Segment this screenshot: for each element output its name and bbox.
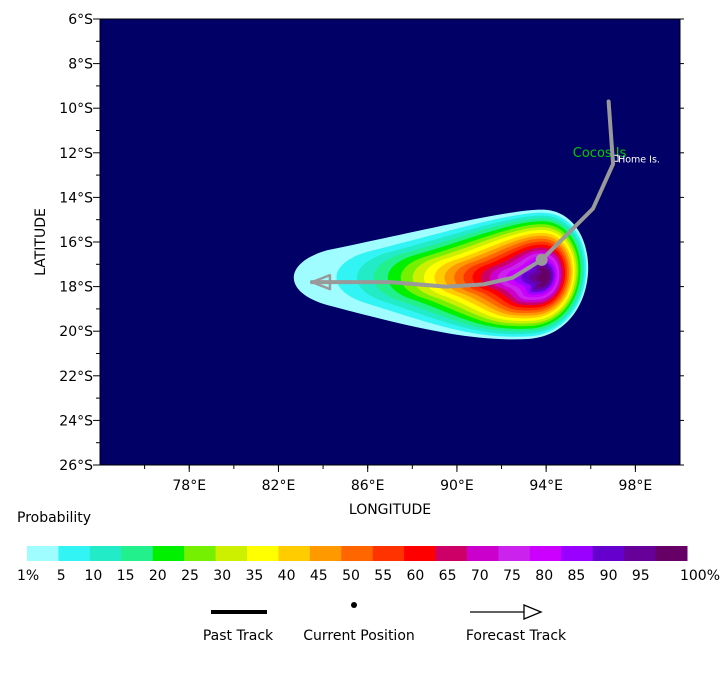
forecast-track-swatch	[470, 604, 543, 620]
colorbar-label: 70	[471, 568, 489, 584]
lat-tick-label: 12°S	[59, 146, 93, 162]
colorbar-label: 20	[149, 568, 167, 584]
current-position-label: Current Position	[303, 628, 415, 644]
current-position-marker	[535, 253, 548, 266]
colorbar-swatch	[58, 546, 91, 561]
colorbar-label: 45	[310, 568, 328, 584]
colorbar-swatch	[404, 546, 437, 561]
colorbar-label: 5	[57, 568, 66, 584]
colorbar-label: 80	[535, 568, 553, 584]
colorbar-swatch	[247, 546, 279, 561]
colorbar-label: 55	[374, 568, 392, 584]
colorbar-swatch	[498, 546, 531, 561]
track-arrowhead	[310, 273, 332, 291]
longitude-axis: 78°E 82°E 86°E 90°E 94°E 98°E	[144, 465, 653, 494]
colorbar-swatch	[624, 546, 657, 561]
colorbar-label: 90	[600, 568, 618, 584]
colorbar-swatch	[435, 546, 468, 561]
colorbar-swatch	[372, 546, 405, 561]
latitude-axis: 6°S 8°S 10°S 12°S 14°S 16°S 18°S 20°S 22°S 24°S 26…	[59, 12, 684, 474]
probability-swath	[293, 209, 589, 340]
colorbar-label: 85	[567, 568, 585, 584]
colorbar-swatch	[592, 546, 625, 561]
colorbar-swatch	[655, 546, 688, 561]
lat-tick-label: 16°S	[59, 235, 93, 251]
colorbar-label: 100%	[680, 568, 720, 584]
colorbar-label: 65	[439, 568, 457, 584]
colorbar-swatch	[121, 546, 154, 561]
lon-tick-label: 82°E	[262, 478, 296, 494]
colorbar-swatch	[215, 546, 248, 561]
probability-colorbar: 1% 5 10 15 20 25 30 35 40 45 50 55 60 65 70 75 80 85 90 95 1…	[17, 546, 720, 584]
colorbar-label: 10	[84, 568, 102, 584]
colorbar-swatch	[27, 546, 59, 561]
swath-band	[535, 267, 550, 287]
colorbar-label: 60	[406, 568, 424, 584]
current-position-swatch	[351, 602, 357, 608]
lon-tick-label: 94°E	[529, 478, 563, 494]
colorbar-label: 75	[503, 568, 521, 584]
colorbar-label: 50	[342, 568, 360, 584]
y-axis-label: LATITUDE	[33, 208, 49, 276]
lat-tick-label: 24°S	[59, 413, 93, 429]
lon-tick-label: 90°E	[440, 478, 474, 494]
colorbar-swatch	[467, 546, 499, 561]
colorbar-label: 30	[213, 568, 231, 584]
colorbar-swatch	[309, 546, 342, 561]
track-line	[309, 99, 616, 289]
lat-tick-label: 20°S	[59, 324, 93, 340]
lat-tick-label: 26°S	[59, 458, 93, 474]
lat-tick-label: 10°S	[59, 101, 93, 117]
lat-tick-label: 14°S	[59, 190, 93, 206]
lat-tick-label: 22°S	[59, 369, 93, 385]
forecast-track-label: Forecast Track	[466, 628, 567, 644]
lon-tick-label: 98°E	[619, 478, 653, 494]
lat-tick-label: 6°S	[68, 12, 93, 28]
lat-tick-label: 18°S	[59, 280, 93, 296]
legend: Past Track Current Position Forecast Tra…	[203, 602, 567, 644]
place-label-home: Home Is.	[618, 154, 660, 165]
lon-tick-label: 78°E	[172, 478, 206, 494]
colorbar-swatch	[89, 546, 122, 561]
colorbar-title: Probability	[17, 510, 91, 526]
colorbar-swatch	[278, 546, 311, 561]
colorbar-swatch	[561, 546, 594, 561]
colorbar-label: 40	[278, 568, 296, 584]
forecast-track	[309, 99, 616, 291]
colorbar-swatch	[341, 546, 374, 561]
colorbar-label: 95	[632, 568, 650, 584]
colorbar-label: 35	[245, 568, 263, 584]
lat-tick-label: 8°S	[68, 57, 93, 73]
lon-tick-label: 86°E	[351, 478, 385, 494]
map-plot-area	[99, 18, 681, 466]
colorbar-label: 25	[181, 568, 199, 584]
colorbar-label: 15	[117, 568, 135, 584]
colorbar-swatch	[184, 546, 217, 561]
x-axis-label: LONGITUDE	[349, 502, 431, 518]
colorbar-label: 1%	[17, 568, 39, 584]
colorbar-swatch	[152, 546, 185, 561]
past-track-label: Past Track	[203, 628, 274, 644]
colorbar-swatch	[529, 546, 562, 561]
